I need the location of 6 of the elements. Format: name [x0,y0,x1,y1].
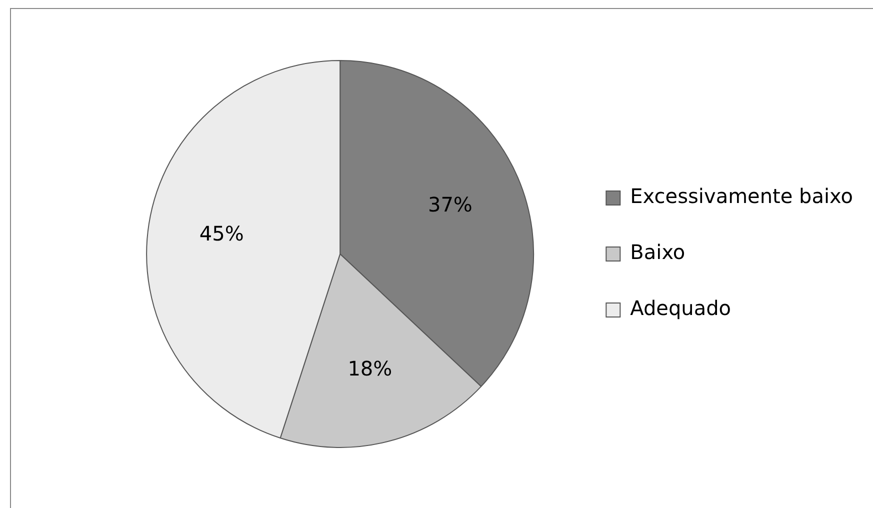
legend-label: Excessivamente baixo [630,184,853,208]
legend-label: Baixo [630,240,686,264]
legend-label: Adequado [630,296,732,320]
data-label: 37% [428,192,472,217]
data-label: 45% [199,221,244,246]
data-label: 18% [348,356,392,380]
